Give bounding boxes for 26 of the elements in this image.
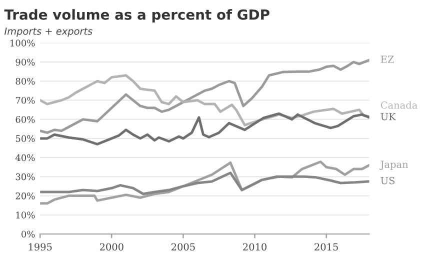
y-tick-label: 10% <box>16 212 35 218</box>
y-tick-label: 30% <box>16 173 35 180</box>
line-series <box>40 112 370 146</box>
y-tick-label: 50% <box>16 135 35 142</box>
y-tick-label: 60% <box>16 116 35 123</box>
x-tick-label: 1995 <box>28 243 52 251</box>
y-tick-label: 80% <box>16 78 35 85</box>
series-label: EZ <box>380 56 394 63</box>
y-tick-label: 70% <box>16 96 35 104</box>
x-tick-label: 2010 <box>243 243 266 251</box>
line-series <box>40 58 370 134</box>
y-tick-label: 20% <box>16 192 35 200</box>
series-label: UK <box>380 113 396 120</box>
series-label: Canada <box>380 101 418 109</box>
y-tick-label: 90% <box>16 58 35 66</box>
y-tick-label: 100% <box>10 40 35 46</box>
x-tick-label: 2015 <box>314 243 338 251</box>
series-label: US <box>380 176 395 184</box>
chart-subtitle: Imports + exports <box>4 28 92 37</box>
x-tick-label: 2005 <box>171 243 195 251</box>
series-label: Japan <box>380 160 408 170</box>
line-series <box>40 172 370 196</box>
chart-title: Trade volume as a percent of GDP <box>4 9 270 23</box>
x-tick-label: 2000 <box>100 243 124 251</box>
y-tick-label: 0% <box>22 230 35 238</box>
y-tick-label: 40% <box>15 154 35 162</box>
